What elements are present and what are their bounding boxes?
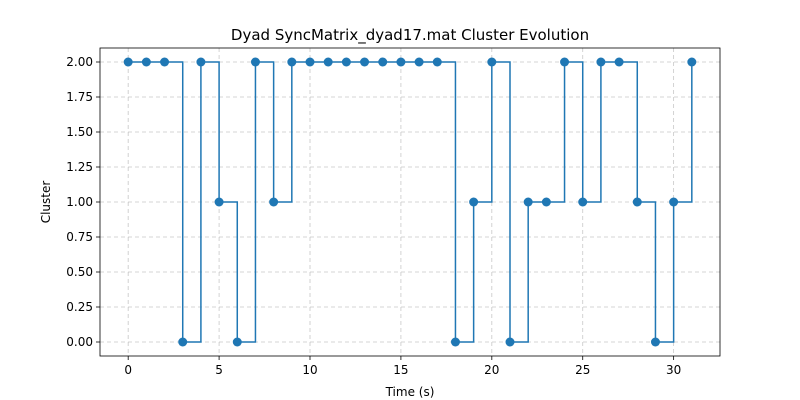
data-point xyxy=(287,57,297,67)
data-point xyxy=(541,197,551,207)
data-point xyxy=(614,57,624,67)
data-point xyxy=(250,57,260,67)
x-tick-label: 15 xyxy=(393,363,408,377)
data-point xyxy=(650,337,660,347)
data-point xyxy=(487,57,497,67)
data-point xyxy=(160,57,170,67)
series-step-line xyxy=(128,61,693,343)
y-tick-label: 1.25 xyxy=(66,160,93,174)
data-point xyxy=(341,57,351,67)
data-point xyxy=(214,197,224,207)
y-tick-label: 0.75 xyxy=(66,230,93,244)
x-tick-label: 10 xyxy=(302,363,317,377)
data-point xyxy=(305,57,315,67)
data-point xyxy=(178,337,188,347)
data-point xyxy=(378,57,388,67)
data-point xyxy=(432,57,442,67)
y-tick-label: 0.00 xyxy=(66,335,93,349)
y-tick-label: 2.00 xyxy=(66,55,93,69)
y-axis-label: Cluster xyxy=(39,181,53,224)
x-tick-label: 0 xyxy=(124,363,132,377)
data-point xyxy=(632,197,642,207)
data-point xyxy=(596,57,606,67)
chart-title: Dyad SyncMatrix_dyad17.mat Cluster Evolu… xyxy=(231,26,589,45)
data-point xyxy=(450,337,460,347)
data-point xyxy=(396,57,406,67)
data-point xyxy=(669,197,679,207)
y-tick-label: 1.00 xyxy=(66,195,93,209)
y-tick-label: 1.50 xyxy=(66,125,93,139)
data-point xyxy=(687,57,697,67)
y-tick-label: 0.25 xyxy=(66,300,93,314)
data-point xyxy=(414,57,424,67)
x-tick-label: 30 xyxy=(666,363,681,377)
data-point xyxy=(578,197,588,207)
data-point xyxy=(123,57,133,67)
data-point xyxy=(360,57,370,67)
data-point xyxy=(505,337,515,347)
x-axis-label: Time (s) xyxy=(385,385,435,399)
y-tick-label: 0.50 xyxy=(66,265,93,279)
data-point xyxy=(523,197,533,207)
data-point xyxy=(323,57,333,67)
data-point xyxy=(141,57,151,67)
data-point xyxy=(560,57,570,67)
data-point xyxy=(232,337,242,347)
y-tick-label: 1.75 xyxy=(66,90,93,104)
x-tick-label: 25 xyxy=(575,363,590,377)
axis-ticks: 0 5 10 15 20 25 30 0.00 0.25 0.50 0.75 1.00 1.25 1.50… xyxy=(66,55,681,377)
data-point xyxy=(196,57,206,67)
grid-lines xyxy=(100,48,720,356)
x-tick-label: 20 xyxy=(484,363,499,377)
plot-area xyxy=(123,57,697,347)
data-point xyxy=(469,197,479,207)
data-point xyxy=(269,197,279,207)
x-tick-label: 5 xyxy=(215,363,223,377)
